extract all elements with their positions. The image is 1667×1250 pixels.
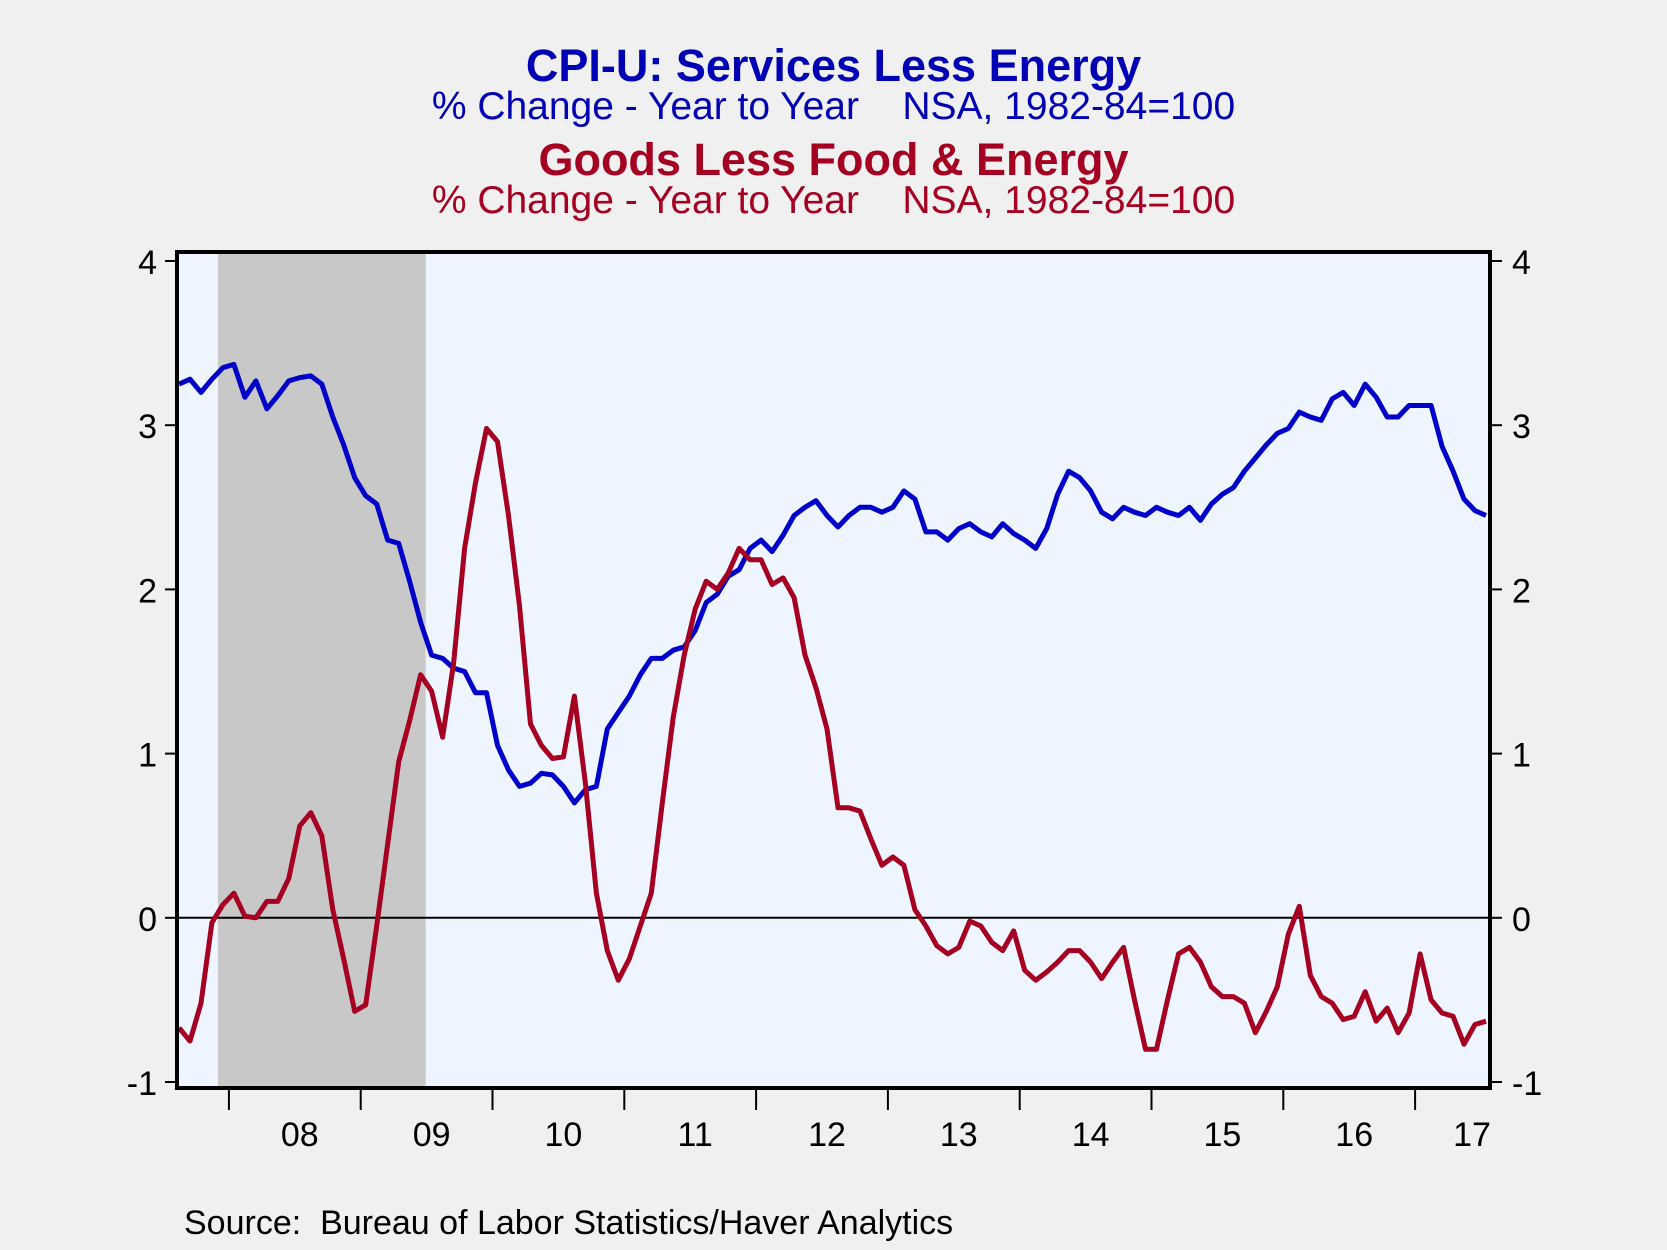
y-tick-label-left: 2 — [138, 572, 157, 610]
chart-subtitle-goods: % Change - Year to Year NSA, 1982-84=100 — [431, 179, 1236, 222]
series-line-goods-less-food-energy — [177, 426, 1487, 1052]
y-tick-label-right: 1 — [1512, 737, 1531, 775]
x-tick-label: 08 — [281, 1116, 319, 1154]
source-note: Source: Bureau of Labor Statistics/Haver… — [184, 1204, 954, 1242]
chart-title-goods: Goods Less Food & Energy — [538, 134, 1129, 185]
x-tick-label: 13 — [940, 1116, 978, 1154]
recession-shading — [217, 252, 426, 1088]
y-tick-label-left: 4 — [138, 244, 157, 282]
x-tick-label: 14 — [1072, 1116, 1110, 1154]
x-tick-label: 17 — [1453, 1116, 1491, 1154]
y-tick-label-right: 2 — [1512, 572, 1531, 610]
y-tick-label-left: 0 — [138, 901, 157, 939]
y-tick-label-right: 4 — [1512, 244, 1531, 282]
y-tick-label-right: 0 — [1512, 901, 1531, 939]
y-tick-label-left: -1 — [127, 1065, 157, 1103]
x-tick-label: 10 — [544, 1116, 582, 1154]
y-tick-label-left: 3 — [138, 408, 157, 446]
y-tick-label-right: -1 — [1512, 1065, 1542, 1103]
x-tick-label: 12 — [808, 1116, 846, 1154]
x-tick-label: 16 — [1335, 1116, 1373, 1154]
series-line-services-less-energy — [177, 361, 1488, 806]
y-tick-label-right: 3 — [1512, 408, 1531, 446]
chart-subtitle-services: % Change - Year to Year NSA, 1982-84=100 — [431, 85, 1236, 128]
x-tick-label: 15 — [1203, 1116, 1241, 1154]
plot-frame — [175, 250, 1492, 1090]
x-tick-label: 09 — [413, 1116, 451, 1154]
y-tick-label-left: 1 — [138, 737, 157, 775]
x-tick-label: 11 — [678, 1116, 713, 1154]
chart-title-services: CPI-U: Services Less Energy — [525, 40, 1142, 91]
